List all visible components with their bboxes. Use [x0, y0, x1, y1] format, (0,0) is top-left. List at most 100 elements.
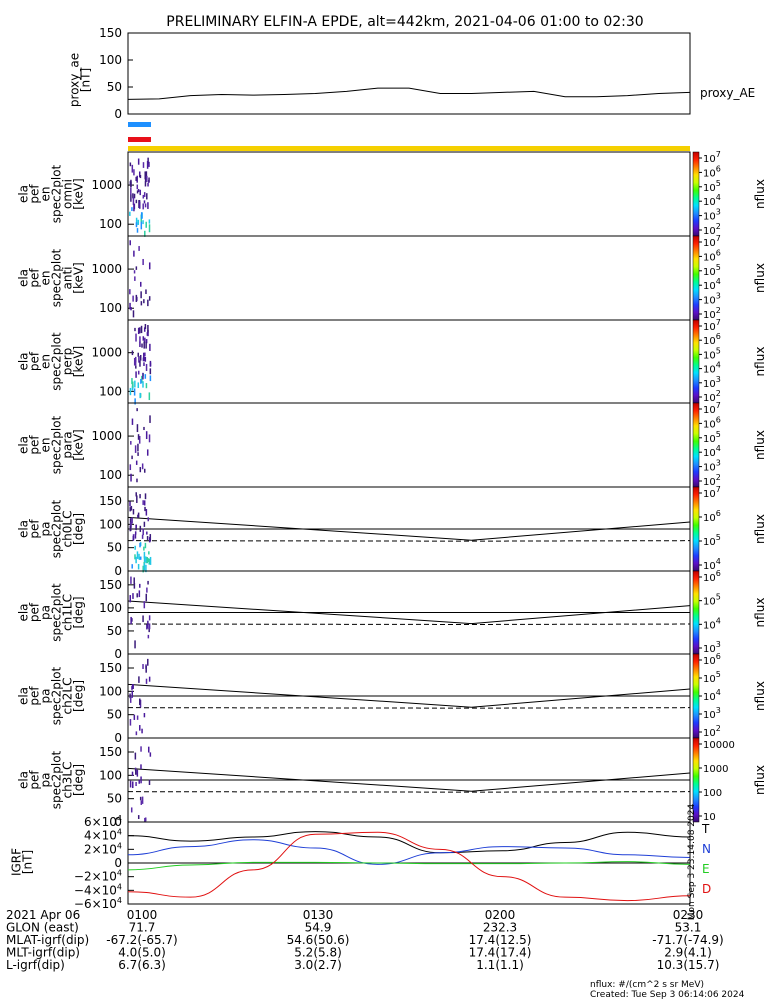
pa-ytick-label: 50 [107, 541, 122, 555]
colorbar-tick-label: 105 [703, 430, 721, 445]
energy-spectrogram-pixel [134, 359, 137, 366]
ephemeris-value: 54.9 [305, 921, 332, 935]
energy-spectrogram-pixel [132, 381, 134, 388]
colorbar-tick-label: 105 [703, 263, 721, 278]
energy-spectrogram-pixel [139, 392, 141, 399]
pa-spectrogram-pixel [148, 558, 151, 565]
pa-spectrogram-pixel [145, 678, 148, 684]
colorbar-label: nflux [753, 514, 767, 544]
pa-spectrogram-pixel [145, 665, 147, 673]
energy-spectrogram-pixel [148, 219, 151, 224]
colorbar-tick-label: 106 [703, 248, 721, 263]
energy-spectrogram-pixel [131, 164, 134, 173]
energy-spectrogram-pixel [139, 201, 141, 209]
pa-spectrogram-pixel [149, 752, 152, 757]
ephemeris-value: -67.2(-65.7) [106, 933, 177, 947]
colorbar-tick-label: 102 [703, 389, 721, 404]
pa-ytick-label: 50 [107, 624, 122, 638]
igrf-side-text: Mon Sep 3 23:14:08 2024 [687, 804, 697, 921]
energy-spectrogram-pixel [144, 374, 147, 379]
pa-spectrogram-pixel [143, 521, 146, 527]
pa-spectrogram-pixel [129, 595, 132, 603]
pa-spectrogram-pixel [141, 796, 144, 804]
energy-spectrogram-pixel [144, 337, 146, 343]
energy-ytick-label: 100 [99, 468, 122, 482]
energy-ytick-label: 100 [99, 217, 122, 231]
pa-ylabel-line: spec2plot [50, 750, 64, 809]
energy-spectrogram-pixel [149, 343, 151, 351]
colorbar-tick-label: 100 [703, 788, 722, 799]
energy-spectrogram-pixel [139, 174, 142, 179]
pa-spectrogram-pixel [135, 782, 137, 787]
pa-spectrogram-pixel [131, 690, 133, 698]
pa-spectrogram-pixel [130, 505, 133, 511]
yellow-bar [128, 146, 690, 151]
energy-ylabel-line: pef [28, 268, 42, 288]
pa-spectrogram-pixel [143, 601, 146, 609]
colorbar-gradient [692, 319, 700, 404]
energy-spectrogram-pixel [138, 171, 141, 178]
energy-spectrogram-pixel [131, 418, 134, 425]
units-note: nflux: #/(cm^2 s sr MeV) [590, 980, 704, 990]
energy-spectrogram-pixel [129, 240, 131, 246]
energy-spectrogram-pixel [137, 352, 140, 357]
pa-spectrogram-pixel [138, 590, 141, 598]
colorbar-tick-label: 10 [703, 812, 716, 823]
energy-spectrogram-pixel [140, 212, 143, 220]
colorbar-tick-label: 107 [703, 401, 721, 416]
pa-spectrogram-pixel [137, 512, 140, 518]
energy-ylabel-line: [keV] [72, 346, 86, 377]
pa-ytick-label: 0 [114, 564, 122, 578]
energy-spectrogram-pixel [144, 181, 147, 187]
energy-spectrogram-pixel [140, 221, 143, 230]
energy-spectrogram-pixel [135, 333, 137, 342]
energy-spectrogram-pixel [132, 295, 134, 302]
energy-spectrogram-pixel [129, 387, 132, 396]
pa-spectrogram-pixel [129, 693, 131, 699]
pa-spectrogram-pixel [141, 534, 144, 539]
energy-spectrogram-pixel [146, 160, 149, 169]
energy-spectrogram-pixel [130, 473, 132, 482]
energy-ylabel-line: pef [28, 184, 42, 204]
pa-spectrogram-pixel [139, 494, 141, 499]
energy-spectrogram-pixel [129, 162, 132, 167]
colorbar-label: nflux [753, 765, 767, 795]
pa-spectrogram-pixel [135, 524, 138, 528]
pa-spectrogram-pixel [136, 715, 139, 720]
energy-spectrogram-pixel [131, 455, 133, 460]
pa-ylabel-line: pa [39, 773, 53, 788]
energy-ylabel-line: ela [17, 185, 31, 203]
energy-spectrogram-pixel [135, 176, 137, 181]
pa-spectrogram-pixel [136, 551, 139, 559]
energy-spectrogram-pixel [141, 463, 144, 470]
pa-spectrogram-pixel [143, 500, 146, 506]
pa-ylabel-line: ela [17, 771, 31, 789]
energy-spectrogram-pixel [130, 307, 132, 311]
pa-spectrogram-pixel [129, 507, 131, 512]
colorbar-label: nflux [753, 179, 767, 209]
pa-ytick-label: 150 [99, 661, 122, 675]
pa-spectrogram-pixel [136, 593, 138, 598]
pa-spectrogram-pixel [131, 771, 134, 776]
pa-spectrogram-pixel [129, 697, 132, 703]
pa-spectrogram-pixel [148, 615, 151, 621]
colorbar-tick-label: 106 [703, 164, 721, 179]
pa-ylabel-line: ela [17, 603, 31, 621]
energy-spectrogram-pixel [149, 360, 152, 367]
pa-spectrogram-pixel [142, 500, 144, 505]
colorbar-tick-label: 104 [703, 616, 721, 631]
energy-spectrogram-pixel [143, 362, 145, 366]
pa-spectrogram-pixel [147, 634, 150, 639]
pa-spectrogram-pixel [144, 506, 146, 512]
energy-spectrogram-pixel [142, 162, 145, 168]
energy-spectrogram-pixel [135, 199, 138, 204]
colorbar-gradient [692, 570, 700, 655]
pa-spectrogram-pixel [148, 537, 151, 543]
ephemeris-row-label: L-igrf(dip) [6, 958, 65, 972]
proxy-frame [127, 32, 691, 115]
